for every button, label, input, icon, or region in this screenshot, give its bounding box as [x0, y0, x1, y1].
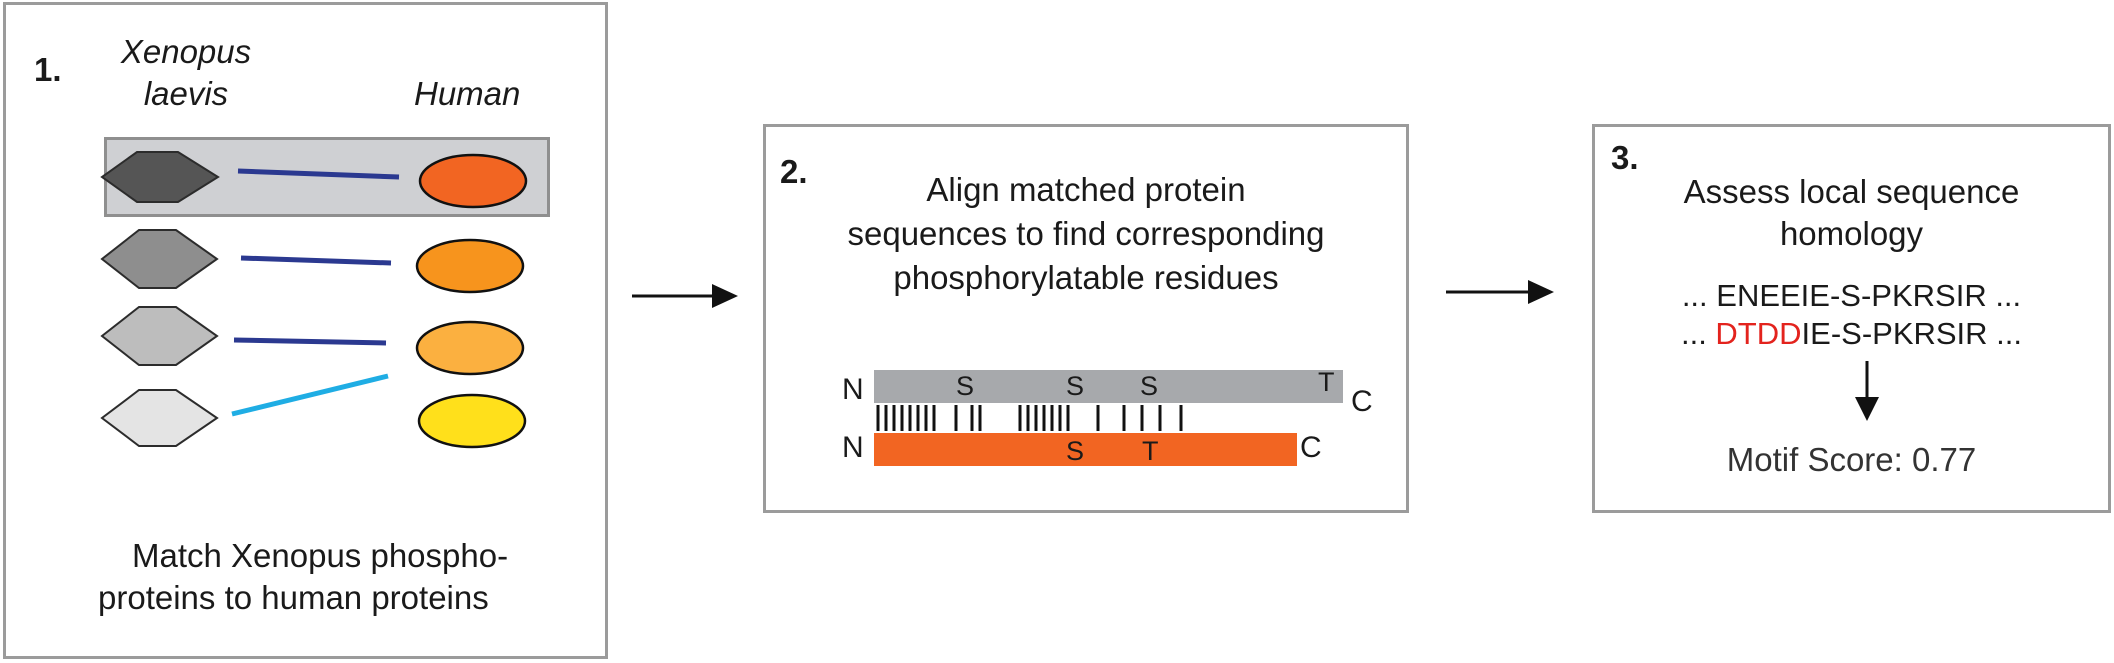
- human-motif-rest: IE-S-PKRSIR ...: [1801, 316, 2023, 351]
- xenopus-motif-sequence: ... ENEEIE-S-PKRSIR ...: [1681, 278, 2022, 313]
- human-protein-oval-4: [417, 393, 527, 449]
- top-residue-2: S: [1066, 371, 1085, 401]
- step1-caption-line1: Match Xenopus phospho-: [132, 537, 509, 574]
- arrow-2-to-3: [1446, 280, 1554, 304]
- species-left-line1: Xenopus: [120, 33, 252, 70]
- motif-score: Motif Score: 0.77: [1726, 441, 1977, 478]
- bottom-n-terminus-label: N: [842, 431, 864, 464]
- human-protein-oval-3: [415, 320, 525, 376]
- xenopus-protein-hexagon-1: [100, 151, 220, 203]
- top-c-terminus-label: C: [1351, 385, 1373, 418]
- step2-panel: 2. Align matched protein sequences to fi…: [763, 124, 1409, 513]
- arrow-1-to-2: [632, 284, 738, 308]
- bottom-residue-1: S: [1066, 436, 1085, 466]
- human-protein-oval-2: [415, 238, 525, 294]
- top-residue-3: S: [1140, 371, 1159, 401]
- step1-number: 1.: [34, 51, 62, 88]
- score-arrow: [1855, 361, 1879, 421]
- match-link-3: [233, 337, 387, 346]
- step1-caption-line2: proteins to human proteins: [98, 579, 489, 616]
- human-sequence-bar: [874, 433, 1297, 466]
- step3-number: 3.: [1611, 139, 1639, 176]
- top-residue-1: S: [956, 371, 975, 401]
- human-protein-oval-1: [418, 153, 528, 209]
- alignment-ticks: [876, 405, 1183, 431]
- step1-panel: 1. Xenopus laevis Human Match Xenopus ph…: [3, 2, 608, 659]
- match-link-4: [231, 373, 389, 417]
- step2-number: 2.: [780, 153, 808, 190]
- top-n-terminus-label: N: [842, 373, 864, 406]
- xenopus-protein-hexagon-2: [100, 229, 219, 289]
- step2-line1: Align matched protein: [926, 171, 1246, 208]
- protein-matching-diagram: [100, 151, 528, 449]
- step3-line2: homology: [1779, 215, 1924, 252]
- xenopus-sequence-bar: [874, 370, 1343, 403]
- step3-panel: 3. Assess local sequence homology ... EN…: [1592, 124, 2111, 513]
- step2-line2: sequences to find corresponding: [847, 215, 1325, 252]
- bottom-c-terminus-label: C: [1300, 431, 1322, 464]
- match-link-2: [240, 255, 392, 266]
- human-motif-sequence: ... DTDDIE-S-PKRSIR ...: [1595, 313, 2108, 355]
- step3-line1: Assess local sequence: [1683, 173, 2020, 210]
- human-motif-mismatch: DTDD: [1715, 316, 1802, 351]
- human-motif-prefix: ...: [1680, 316, 1716, 351]
- xenopus-protein-hexagon-3: [100, 306, 219, 366]
- match-link-1: [237, 168, 400, 180]
- step2-line3: phosphorylatable residues: [893, 259, 1279, 296]
- sequence-alignment: [874, 370, 1343, 466]
- species-right: Human: [414, 75, 521, 112]
- species-left-line2: laevis: [143, 75, 229, 112]
- xenopus-protein-hexagon-4: [100, 389, 219, 447]
- top-residue-4: T: [1318, 367, 1335, 397]
- bottom-residue-2: T: [1142, 436, 1159, 466]
